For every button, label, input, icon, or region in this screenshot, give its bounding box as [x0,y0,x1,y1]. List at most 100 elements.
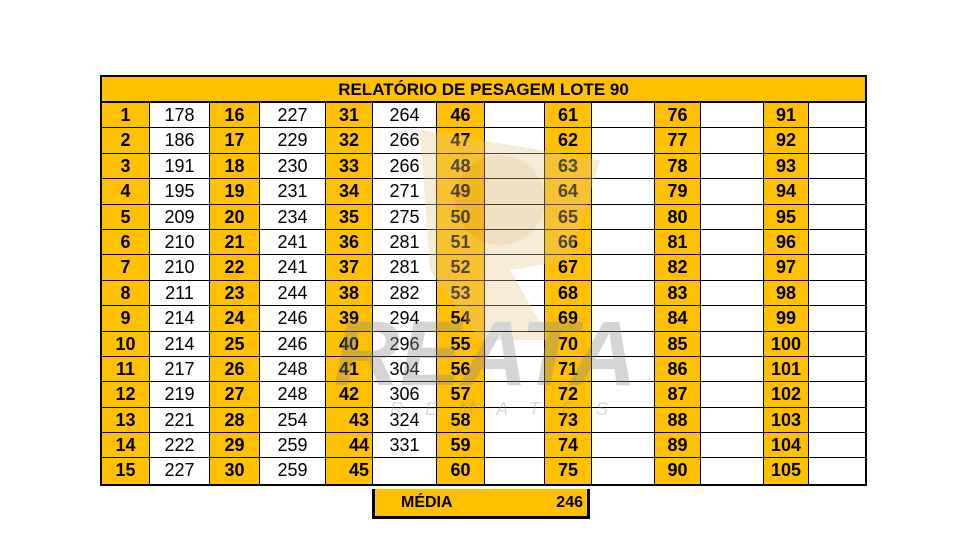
animal-number: 101 [764,356,809,383]
weight-value [592,229,655,256]
average-label: MÉDIA [401,494,453,511]
animal-number: 19 [210,179,260,205]
weight-value [701,382,764,408]
animal-number: 12 [102,382,150,408]
weight-value: 195 [150,179,210,205]
weight-value [592,128,655,154]
weight-value: 244 [260,280,326,307]
weight-value: 281 [373,229,437,256]
animal-number: 9 [102,306,150,332]
weight-value [592,103,655,129]
weight-value: 246 [260,331,326,357]
weight-value [701,229,764,256]
animal-number: 18 [210,153,260,180]
weight-value [592,204,655,230]
animal-number: 104 [764,433,809,459]
weight-value [592,179,655,205]
animal-number: 24 [210,306,260,332]
weight-value [701,255,764,281]
weight-value [592,356,655,383]
weight-value [373,458,437,484]
weight-value [701,306,764,332]
weight-value [701,280,764,307]
weight-value: 210 [150,255,210,281]
weight-value [809,103,865,129]
weight-value: 248 [260,356,326,383]
weight-value [485,153,545,180]
weight-value [809,255,865,281]
animal-number: 20 [210,204,260,230]
animal-number: 92 [764,128,809,154]
animal-number: 86 [655,356,701,383]
animal-number: 40 [326,331,373,357]
weight-value [485,407,545,434]
weight-value [809,356,865,383]
weight-value [485,458,545,484]
weight-value: 231 [260,179,326,205]
animal-number: 71 [545,356,592,383]
weight-value [809,407,865,434]
animal-number: 80 [655,204,701,230]
animal-number: 85 [655,331,701,357]
weight-value: 306 [373,382,437,408]
animal-number: 64 [545,179,592,205]
weight-value: 229 [260,128,326,154]
weight-value [485,128,545,154]
weight-value: 271 [373,179,437,205]
weight-value: 209 [150,204,210,230]
animal-number: 97 [764,255,809,281]
weight-value: 211 [150,280,210,307]
animal-number: 28 [210,407,260,434]
animal-number: 54 [437,306,485,332]
animal-number: 46 [437,103,485,129]
weight-value: 248 [260,382,326,408]
weight-value [592,458,655,484]
weight-value: 296 [373,331,437,357]
weight-value: 304 [373,356,437,383]
animal-number: 72 [545,382,592,408]
animal-number: 45 [326,458,373,484]
animal-number: 7 [102,255,150,281]
weighing-report-table: RELATÓRIO DE PESAGEM LOTE 90 1 178 16 227 31… [100,75,867,486]
animal-number: 83 [655,280,701,307]
animal-number: 3 [102,153,150,180]
weight-value [809,128,865,154]
animal-number: 75 [545,458,592,484]
animal-number: 65 [545,204,592,230]
average-box: MÉDIA 246 [372,489,590,519]
animal-number: 39 [326,306,373,332]
weight-value: 281 [373,255,437,281]
weight-value: 264 [373,103,437,129]
weight-value: 217 [150,356,210,383]
animal-number: 38 [326,280,373,307]
animal-number: 37 [326,255,373,281]
weight-value [701,331,764,357]
weight-value [485,179,545,205]
weight-value: 234 [260,204,326,230]
weight-value [485,229,545,256]
weight-value [809,433,865,459]
weight-value [701,407,764,434]
animal-number: 55 [437,331,485,357]
animal-number: 36 [326,229,373,256]
weight-value [701,356,764,383]
animal-number: 52 [437,255,485,281]
animal-number: 48 [437,153,485,180]
animal-number: 76 [655,103,701,129]
animal-number: 44 [326,433,373,459]
weight-value: 178 [150,103,210,129]
animal-number: 35 [326,204,373,230]
animal-number: 8 [102,280,150,307]
weight-value: 266 [373,153,437,180]
weight-value [592,280,655,307]
animal-number: 99 [764,306,809,332]
weight-value: 191 [150,153,210,180]
weight-value [809,458,865,484]
weight-value [592,306,655,332]
weight-value: 222 [150,433,210,459]
animal-number: 31 [326,103,373,129]
weight-value: 221 [150,407,210,434]
weight-value: 214 [150,331,210,357]
weight-value: 324 [373,407,437,434]
weight-value [485,280,545,307]
